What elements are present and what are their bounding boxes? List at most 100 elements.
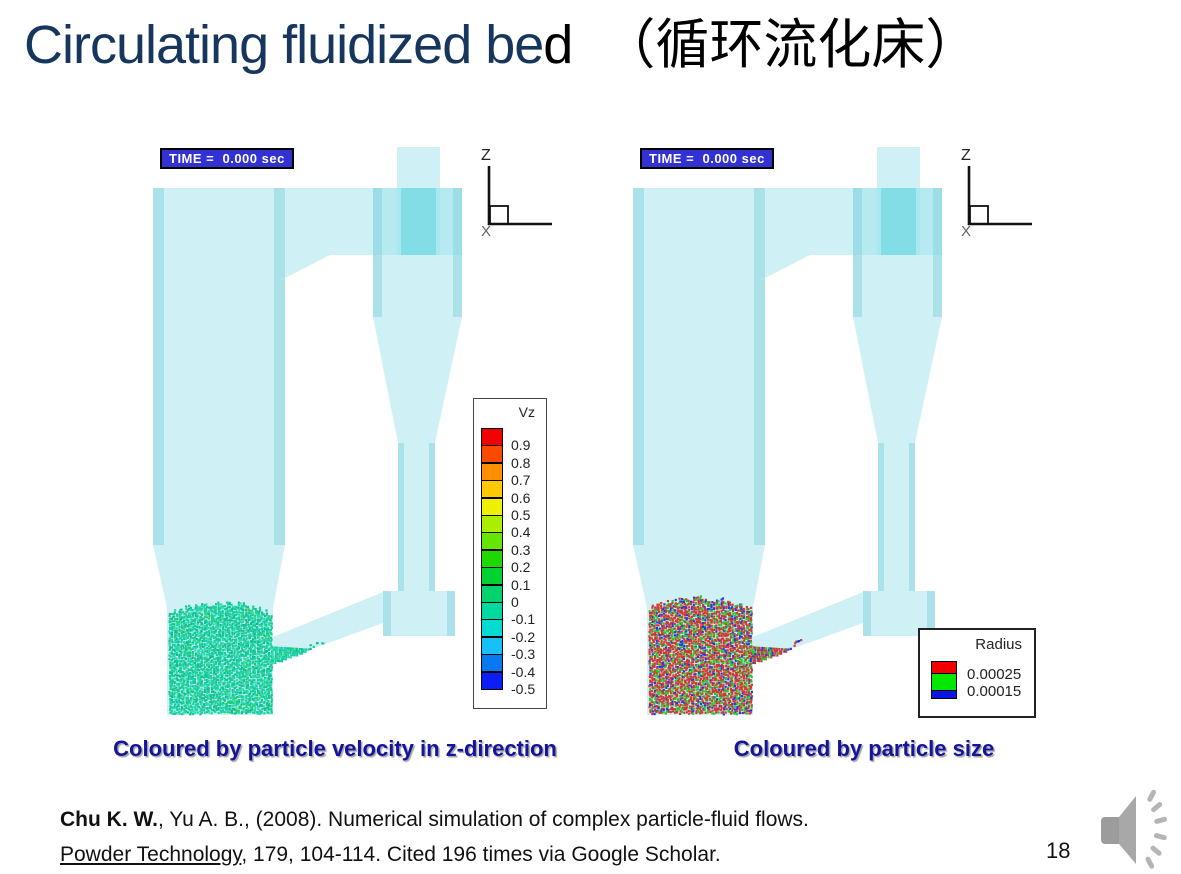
- z-axis-label: Z: [481, 147, 491, 164]
- cyclone-cone: [373, 317, 462, 443]
- citation-line1: Chu K. W., Yu A. B., (2008). Numerical s…: [60, 802, 809, 837]
- citation-line2: Powder Technology, 179, 104-114. Cited 1…: [60, 837, 809, 872]
- dipleg-edge-right: [909, 443, 915, 591]
- colorbar-cell: [481, 619, 503, 638]
- junction-edge-right: [927, 591, 935, 636]
- colorbar-tick-label: 0.3: [511, 541, 531, 558]
- axis-origin-square: [489, 205, 509, 225]
- particle-bed: [168, 601, 325, 716]
- speaker-base: [1101, 817, 1122, 844]
- cyclone-edge-right: [453, 188, 462, 317]
- title-chinese: （循环流化床）: [601, 15, 980, 75]
- dipleg-pipe: [878, 443, 915, 591]
- colorbar-tick-label: -0.2: [511, 628, 536, 645]
- time-readout: TIME = 0.000 sec: [160, 148, 294, 169]
- time-readout: TIME = 0.000 sec: [640, 148, 774, 169]
- junction-edge-left: [863, 591, 871, 636]
- riser-edge-right: [754, 188, 765, 545]
- riser-funnel: [153, 545, 285, 608]
- colorbar-cell: [481, 532, 503, 551]
- axis-indicator: Z X: [961, 147, 1032, 240]
- cyclone-edge-left: [373, 188, 382, 317]
- riser-column: [153, 188, 285, 545]
- riser-funnel: [633, 545, 765, 608]
- axis-origin-square: [969, 205, 989, 225]
- cyclone-cone: [853, 317, 942, 443]
- colorbar-tick-label: 0.8: [511, 454, 531, 471]
- colorbar-cell: [481, 671, 503, 690]
- radius-legend-cell: [931, 690, 957, 699]
- colorbar-title: Vz: [518, 404, 535, 420]
- colorbar-tick-label: 0.6: [511, 489, 531, 506]
- citation-authors: Chu K. W.: [60, 808, 158, 831]
- citation-line2-rest: , 179, 104-114. Cited 196 times via Goog…: [241, 843, 721, 866]
- inclined-return-pipe: [273, 592, 383, 663]
- dipleg-edge-left: [398, 443, 404, 591]
- junction-edge-right: [447, 591, 455, 636]
- page-title: Circulating fluidized bed （循环流化床）: [24, 15, 980, 75]
- title-english-tail: d: [543, 15, 573, 75]
- inclined-return-pipe: [753, 592, 863, 663]
- colorbar-cell: [481, 567, 503, 586]
- colorbar-cell: [481, 515, 503, 533]
- dipleg-pipe: [398, 443, 435, 591]
- riser-edge-right: [274, 188, 285, 545]
- radius-legend-value: 0.00025: [967, 666, 1022, 683]
- colorbar-cell: [481, 636, 503, 655]
- simulation-panel-size: Z X TIME = 0.000 sec Radius 0.00025 0.000…: [620, 140, 1040, 740]
- particle-bed: [648, 595, 803, 716]
- junction-edge-left: [383, 591, 391, 636]
- page-number: 18: [1046, 838, 1071, 863]
- colorbar-cell: [481, 428, 503, 446]
- speaker-cone: [1119, 796, 1136, 864]
- radius-legend-value: 0.00015: [967, 683, 1022, 700]
- simulation-panel-velocity: Z X TIME = 0.000 sec Vz 0.9 0.8 0.7 0.6 0.5 0…: [140, 140, 560, 740]
- riser-edge-left: [633, 188, 644, 545]
- caption-velocity: Coloured by particle velocity in z-direc…: [113, 736, 557, 761]
- colorbar-tick-label: -0.1: [511, 611, 536, 628]
- colorbar-cell: [481, 480, 503, 499]
- colorbar-tick-label: -0.4: [511, 663, 536, 680]
- colorbar-tick-label: 0: [511, 594, 519, 610]
- radius-legend-title: Radius: [975, 636, 1022, 653]
- colorbar-cell: [481, 462, 503, 481]
- junction-box: [383, 591, 455, 636]
- colorbar-cell: [481, 497, 503, 516]
- vortex-finder-core: [881, 188, 916, 255]
- colorbar-cell: [481, 654, 503, 673]
- colorbar-tick-label: -0.5: [511, 681, 536, 697]
- z-axis-label: Z: [961, 147, 971, 164]
- title-english: Circulating fluidized be: [24, 15, 544, 75]
- colorbar-tick-label: 0.4: [511, 524, 531, 541]
- colorbar-tick-label: -0.3: [511, 646, 536, 663]
- fluidized-bed-diagram: Z X: [633, 147, 1032, 716]
- vortex-finder-core: [401, 188, 436, 255]
- speaker-icon[interactable]: [1089, 788, 1181, 874]
- x-axis-label: X: [961, 223, 971, 240]
- colorbar-cell: [481, 549, 503, 568]
- radius-legend-cell: [931, 673, 957, 691]
- colorbar-tick-label: 0.2: [511, 559, 531, 576]
- colorbar-tick-label: 0.5: [511, 507, 531, 523]
- riser-column: [633, 188, 765, 545]
- colorbar-cell: [481, 584, 503, 603]
- radius-size-legend: Radius 0.00025 0.00015: [918, 628, 1036, 718]
- colorbar-tick-label: 0.7: [511, 472, 531, 489]
- colorbar-tick-label: 0.1: [511, 576, 531, 593]
- citation-line1-rest: , Yu A. B., (2008). Numerical simulation…: [158, 808, 809, 831]
- riser-edge-left: [153, 188, 164, 545]
- fluidized-bed-diagram: Z X: [153, 147, 552, 716]
- dipleg-edge-right: [429, 443, 435, 591]
- x-axis-label: X: [481, 223, 491, 240]
- citation-journal: Powder Technology: [60, 843, 242, 866]
- cyclone-edge-right: [933, 188, 942, 317]
- citation: Chu K. W., Yu A. B., (2008). Numerical s…: [60, 802, 809, 872]
- caption-size: Coloured by particle size: [733, 736, 995, 761]
- dipleg-edge-left: [878, 443, 884, 591]
- cyclone-edge-left: [853, 188, 862, 317]
- colorbar-cell: [481, 602, 503, 620]
- axis-indicator: Z X: [481, 147, 552, 240]
- colorbar-cell: [481, 445, 503, 464]
- velocity-colorbar-legend: Vz 0.9 0.8 0.7 0.6 0.5 0.4 0.3 0.2 0.1 0 -0.1 -0.2-…: [473, 398, 547, 709]
